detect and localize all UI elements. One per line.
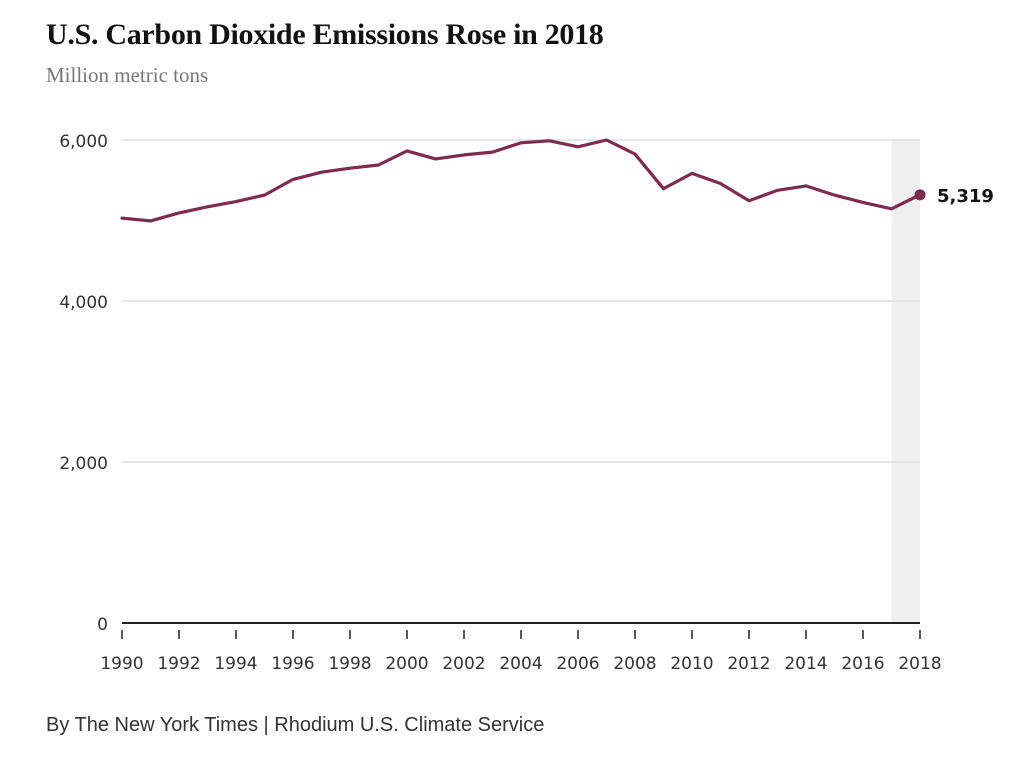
highlight-band xyxy=(891,140,920,623)
annotation-layer: 5,319 xyxy=(914,186,994,207)
x-tick-label: 2014 xyxy=(784,654,827,674)
x-tick-label: 1998 xyxy=(328,654,371,674)
x-tick-label: 2004 xyxy=(499,654,542,674)
chart-title: U.S. Carbon Dioxide Emissions Rose in 20… xyxy=(46,18,604,51)
end-value-label: 5,319 xyxy=(937,186,994,207)
x-tick-label: 2008 xyxy=(613,654,656,674)
chart-subtitle: Million metric tons xyxy=(46,63,209,87)
x-tick-label: 1990 xyxy=(100,654,143,674)
y-tick-label: 6,000 xyxy=(59,132,108,152)
x-tick-label: 2010 xyxy=(670,654,713,674)
gridlines xyxy=(122,139,920,463)
x-tick-label: 2012 xyxy=(727,654,770,674)
y-tick-label: 0 xyxy=(97,615,108,635)
series-line xyxy=(120,138,922,223)
end-point-marker xyxy=(914,189,926,201)
x-tick-label: 2006 xyxy=(556,654,599,674)
x-tick-label: 1994 xyxy=(214,654,257,674)
source-credit: By The New York Times | Rhodium U.S. Cli… xyxy=(46,714,545,736)
x-tick-label: 1992 xyxy=(157,654,200,674)
x-axis: 1990 1992 1994 1996 1998 2000 2002 2004 2006 2008… xyxy=(100,622,942,674)
y-tick-label: 4,000 xyxy=(59,293,108,313)
y-tick-label: 2,000 xyxy=(59,454,108,474)
x-tick-label: 2016 xyxy=(841,654,884,674)
x-tick-label: 2018 xyxy=(898,654,941,674)
y-axis-ticks: 0 2,000 4,000 6,000 xyxy=(59,132,108,635)
x-tick-label: 2002 xyxy=(442,654,485,674)
highlight-band-layer xyxy=(891,140,920,623)
series-layer xyxy=(120,138,922,223)
x-tick-label: 1996 xyxy=(271,654,314,674)
x-tick-label: 2000 xyxy=(385,654,428,674)
